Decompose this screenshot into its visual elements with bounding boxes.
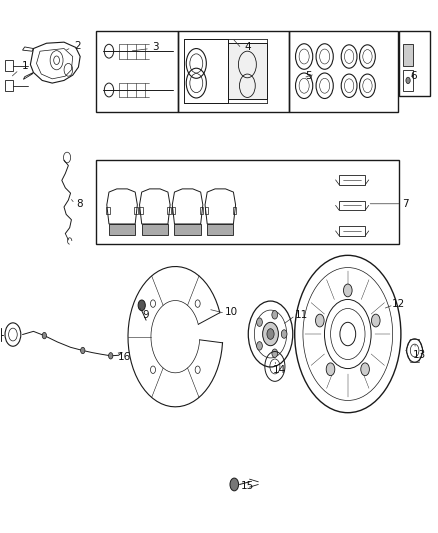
Bar — [233, 207, 236, 214]
Text: 16: 16 — [118, 352, 131, 362]
Bar — [403, 70, 413, 91]
Bar — [109, 224, 135, 235]
Bar — [96, 160, 399, 244]
Text: 2: 2 — [74, 41, 81, 51]
Bar — [167, 207, 170, 214]
Ellipse shape — [343, 284, 352, 297]
Text: 4: 4 — [244, 42, 251, 52]
Text: 6: 6 — [410, 71, 417, 81]
Bar — [172, 207, 175, 214]
Ellipse shape — [326, 363, 335, 376]
Ellipse shape — [257, 342, 262, 350]
Ellipse shape — [42, 333, 46, 339]
Ellipse shape — [371, 314, 380, 327]
Bar — [178, 31, 289, 112]
Bar — [134, 207, 138, 214]
Bar — [228, 43, 267, 99]
Text: 1: 1 — [21, 61, 28, 70]
Bar — [339, 226, 365, 236]
Text: 12: 12 — [392, 298, 405, 309]
Ellipse shape — [230, 478, 239, 491]
Bar — [399, 31, 430, 96]
Bar — [207, 224, 233, 235]
Bar — [106, 207, 110, 214]
Bar — [339, 175, 365, 184]
Text: 11: 11 — [294, 310, 308, 320]
Ellipse shape — [263, 322, 279, 346]
Text: 9: 9 — [142, 310, 149, 320]
Bar — [184, 39, 228, 103]
Bar — [5, 60, 13, 71]
Bar — [289, 31, 399, 112]
Bar — [205, 207, 208, 214]
Ellipse shape — [109, 353, 113, 359]
Ellipse shape — [138, 300, 145, 311]
Text: 10: 10 — [225, 306, 238, 317]
Bar — [339, 200, 365, 210]
Text: 15: 15 — [241, 481, 254, 490]
Bar — [96, 31, 178, 112]
Ellipse shape — [267, 329, 274, 340]
Bar — [0, 328, 1, 341]
Ellipse shape — [272, 311, 278, 319]
Text: 3: 3 — [152, 42, 159, 52]
Ellipse shape — [257, 318, 262, 326]
Ellipse shape — [81, 348, 85, 354]
Bar — [174, 224, 201, 235]
Bar — [139, 207, 143, 214]
Ellipse shape — [361, 363, 369, 376]
Ellipse shape — [272, 349, 278, 358]
Bar — [200, 207, 203, 214]
Ellipse shape — [281, 330, 287, 338]
Bar — [142, 224, 168, 235]
Text: 7: 7 — [403, 199, 409, 209]
Text: 14: 14 — [272, 365, 286, 375]
Bar — [403, 44, 413, 66]
Text: 13: 13 — [413, 350, 427, 360]
Text: 8: 8 — [76, 199, 83, 209]
Bar — [5, 80, 13, 91]
Ellipse shape — [315, 314, 324, 327]
Text: 5: 5 — [305, 71, 312, 81]
Ellipse shape — [406, 77, 410, 84]
